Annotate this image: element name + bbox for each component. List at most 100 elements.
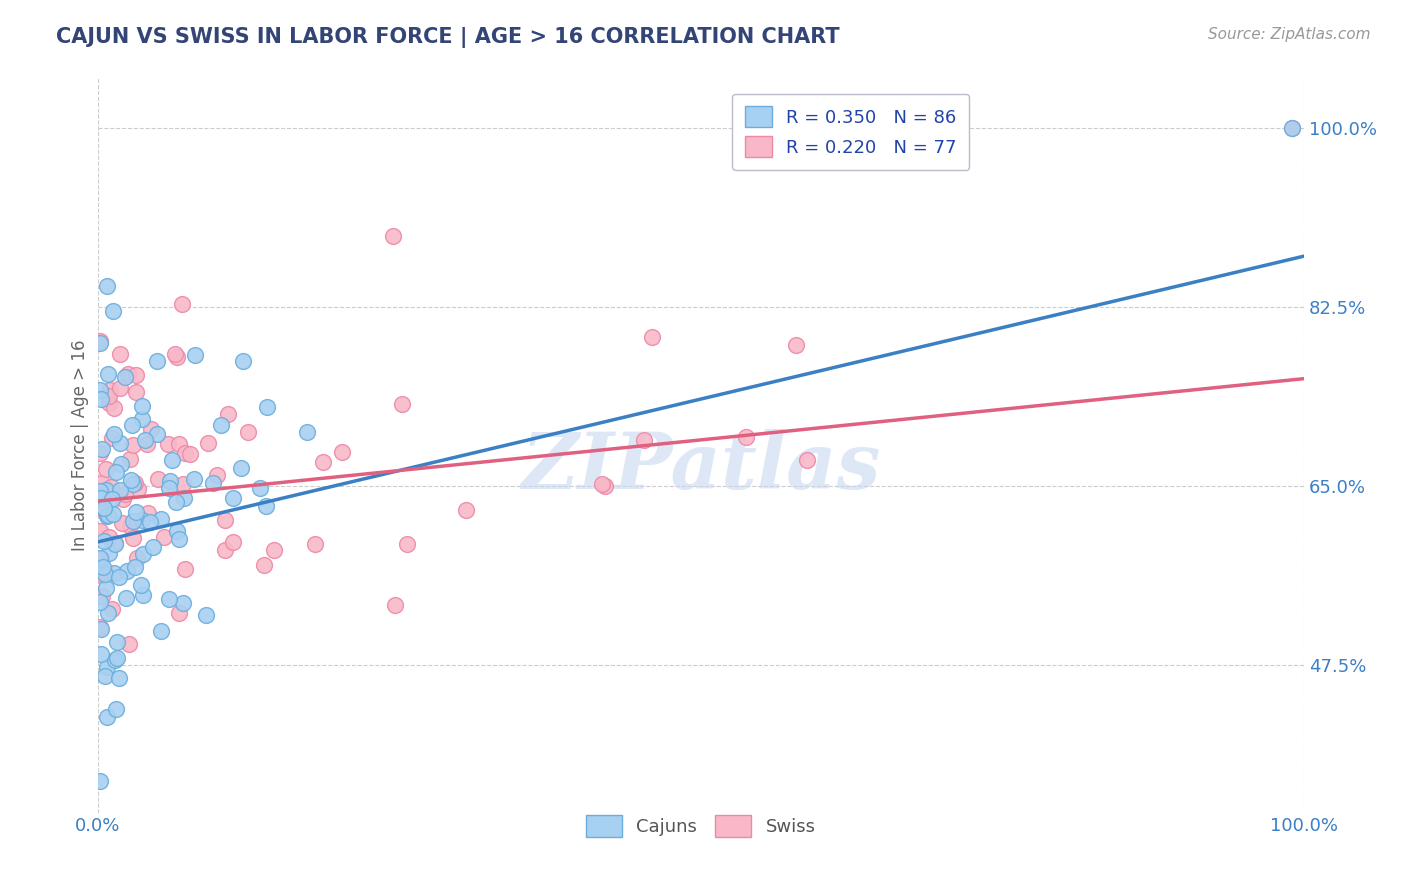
Point [633, 433, 655, 447]
Point [114, 487, 136, 501]
Point [132, 588, 155, 602]
Point [96, 278, 118, 293]
Point [454, 503, 477, 517]
Point [131, 399, 153, 413]
Point [89, 524, 111, 538]
Point [222, 491, 245, 506]
Point [125, 385, 148, 400]
Point [131, 513, 153, 527]
Point [142, 540, 165, 554]
Point [94, 483, 117, 497]
Point [89, 446, 111, 460]
Point [153, 530, 176, 544]
Point [90, 648, 112, 662]
Point [94, 581, 117, 595]
Point [167, 532, 190, 546]
Point [93, 500, 115, 515]
Text: CAJUN VS SWISS IN LABOR FORCE | AGE > 16 CORRELATION CHART: CAJUN VS SWISS IN LABOR FORCE | AGE > 16… [56, 27, 839, 48]
Point [90, 622, 112, 636]
Point [214, 512, 236, 526]
Point [101, 491, 124, 506]
Point [110, 458, 132, 472]
Point [90, 392, 112, 407]
Point [202, 475, 225, 490]
Point [89, 484, 111, 499]
Point [98, 396, 121, 410]
Point [169, 437, 191, 451]
Point [232, 354, 254, 368]
Point [195, 607, 218, 622]
Point [172, 596, 194, 610]
Point [785, 338, 807, 352]
Point [384, 599, 406, 613]
Point [205, 467, 228, 482]
Point [304, 537, 326, 551]
Point [104, 465, 127, 479]
Point [157, 592, 180, 607]
Point [115, 565, 138, 579]
Point [97, 367, 120, 381]
Point [89, 334, 111, 349]
Text: ZIPatlas: ZIPatlas [522, 429, 880, 505]
Point [108, 671, 131, 685]
Point [91, 476, 114, 491]
Point [91, 566, 114, 580]
Point [131, 412, 153, 426]
Point [110, 347, 132, 361]
Point [249, 481, 271, 495]
Point [105, 635, 128, 649]
Point [104, 702, 127, 716]
Point [111, 516, 134, 530]
Point [382, 228, 405, 243]
Point [295, 425, 318, 439]
Point [101, 304, 124, 318]
Point [100, 431, 122, 445]
Point [125, 505, 148, 519]
Point [179, 447, 201, 461]
Point [114, 591, 136, 606]
Point [593, 479, 616, 493]
Point [114, 370, 136, 384]
Point [134, 433, 156, 447]
Point [103, 401, 125, 416]
Point [104, 537, 127, 551]
Point [94, 504, 117, 518]
Point [96, 461, 118, 475]
Point [97, 530, 120, 544]
Y-axis label: In Labor Force | Age > 16: In Labor Force | Age > 16 [72, 339, 89, 550]
Point [122, 514, 145, 528]
Point [214, 542, 236, 557]
Point [135, 437, 157, 451]
Point [96, 710, 118, 724]
Point [129, 578, 152, 592]
Point [122, 438, 145, 452]
Point [150, 512, 173, 526]
Point [160, 452, 183, 467]
Point [159, 474, 181, 488]
Point [108, 483, 131, 497]
Point [146, 427, 169, 442]
Point [97, 606, 120, 620]
Point [89, 336, 111, 351]
Point [96, 508, 118, 523]
Point [89, 773, 111, 788]
Point [121, 417, 143, 432]
Point [170, 297, 193, 311]
Point [118, 637, 141, 651]
Point [89, 595, 111, 609]
Point [101, 602, 124, 616]
Point [1281, 121, 1303, 136]
Point [98, 389, 121, 403]
Point [183, 348, 205, 362]
Point [157, 437, 180, 451]
Point [166, 351, 188, 365]
Point [110, 381, 132, 395]
Point [263, 543, 285, 558]
Point [254, 499, 277, 513]
Point [1281, 121, 1303, 136]
Point [100, 480, 122, 494]
Point [97, 508, 120, 522]
Point [122, 476, 145, 491]
Point [91, 559, 114, 574]
Point [330, 444, 353, 458]
